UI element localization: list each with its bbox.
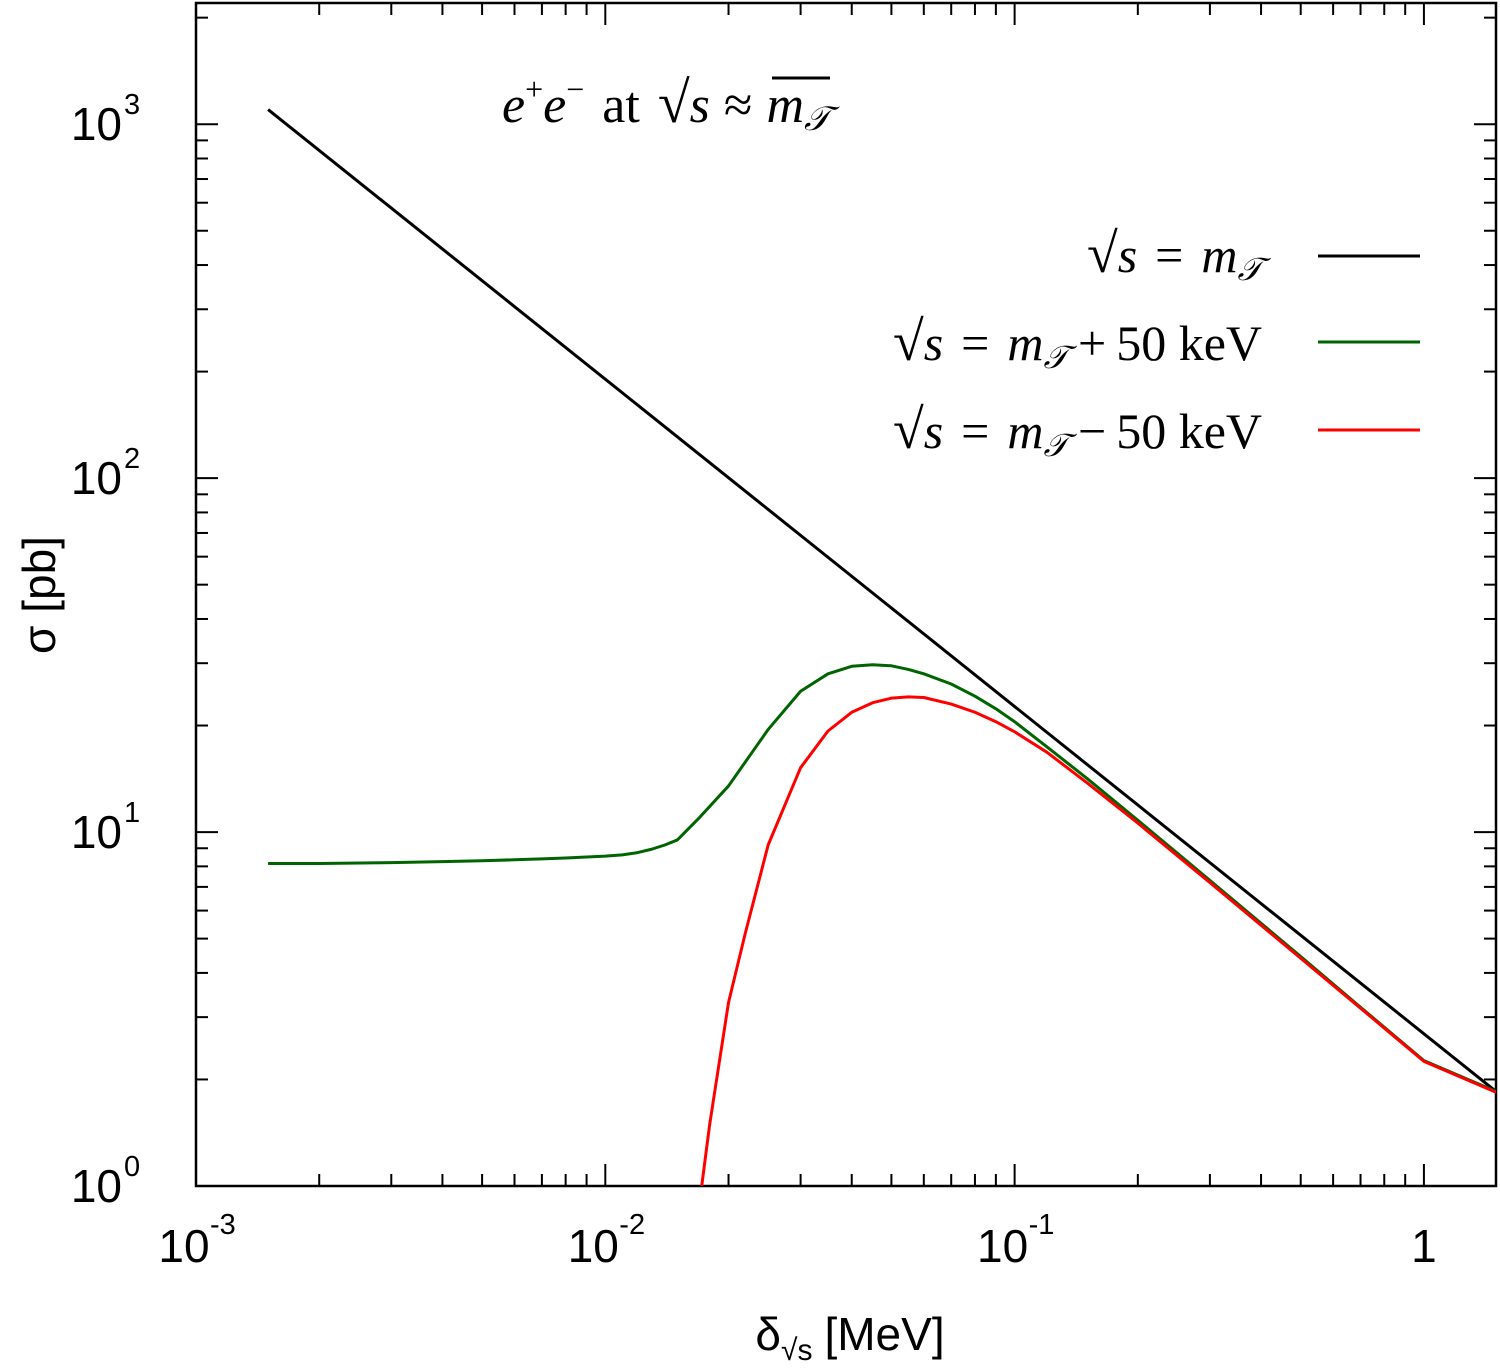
svg-text:√s=m𝒯−50 keV: √s = m𝒯 −50 keV — [893, 399, 1262, 463]
y-axis-label: σ [pb] — [13, 536, 65, 654]
x-tick-exponent: -3 — [210, 1209, 236, 1241]
series-layer — [267, 108, 1496, 1186]
x-tick-label: 10 — [977, 1220, 1028, 1272]
x-tick-exponent: -2 — [619, 1209, 645, 1241]
legend-entry-exact: √s = m𝒯 — [1087, 223, 1420, 287]
svg-text:√s=m𝒯: √s = m𝒯 — [1087, 223, 1272, 287]
x-axis-label: δ√s [MeV] — [755, 1308, 944, 1367]
legend: √s = m𝒯 √s = m𝒯 +50 keV √s = m𝒯 −50 keV — [893, 223, 1420, 463]
legend-entry-plus-50kev: √s = m𝒯 +50 keV — [893, 311, 1420, 375]
y-tick-exponent: 3 — [124, 89, 140, 121]
y-tick-label: 10 — [71, 1160, 122, 1212]
legend-entry-minus-50kev: √s = m𝒯 −50 keV — [893, 399, 1420, 463]
x-tick-label: 10 — [568, 1220, 619, 1272]
x-tick-labels: 10 -3 10 -2 10 -1 1 — [158, 1209, 1436, 1272]
y-tick-exponent: 0 — [124, 1151, 140, 1183]
plot-frame — [194, 1, 1498, 1188]
y-tick-label: 10 — [71, 452, 122, 504]
x-tick-exponent: -1 — [1029, 1209, 1055, 1241]
series-line-exact — [267, 108, 1496, 1093]
y-tick-exponent: 1 — [124, 797, 140, 829]
x-tick-label: 1 — [1411, 1220, 1437, 1272]
svg-text:√s=m𝒯+50 keV: √s = m𝒯 +50 keV — [893, 311, 1262, 375]
y-tick-exponent: 2 — [124, 443, 140, 475]
axis-ticks — [195, 3, 1496, 1187]
series-line-plus-50kev — [268, 663, 1496, 1093]
y-tick-label: 10 — [71, 806, 122, 858]
series-line-minus-50kev — [700, 695, 1496, 1186]
y-tick-label: 10 — [71, 98, 122, 150]
chart-title: e+e− at √s ≈ m𝒯 — [502, 70, 840, 138]
x-tick-label: 10 — [158, 1220, 209, 1272]
